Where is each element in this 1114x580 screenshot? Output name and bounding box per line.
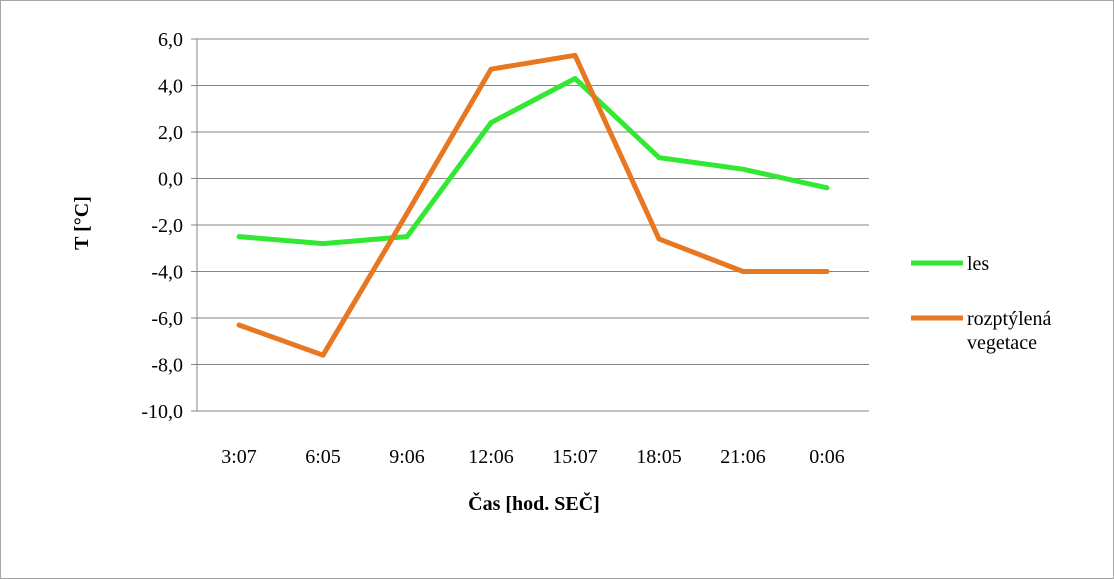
x-axis-title: Čas [hod. SEČ] [468,491,600,515]
x-tick-label: 15:07 [552,446,598,468]
gridlines [191,38,869,412]
series-lines [236,52,830,358]
x-tick-label: 18:05 [636,446,682,468]
x-tick-label: 9:06 [389,446,425,468]
x-tick-label: 6:05 [305,446,341,468]
y-tick-label: 6,0 [158,29,183,51]
legend-label: rozptýlená vegetace [967,308,1052,354]
x-tick-label: 3:07 [221,446,257,468]
y-tick-label: 2,0 [158,122,183,144]
series-line [236,76,830,247]
x-tick-label: 21:06 [720,446,766,468]
y-tick-label: 0,0 [158,169,183,191]
y-tick-label: -4,0 [151,262,183,284]
series-line [236,52,830,358]
x-tick-label: 0:06 [809,446,845,468]
legend: les rozptýlená vegetace [911,253,1052,354]
y-tick-label: -8,0 [151,355,183,377]
y-tick-label: -10,0 [141,401,183,423]
y-tick-label: -6,0 [151,308,183,330]
x-tick-label: 12:06 [468,446,514,468]
x-axis-ticks: 3:07 6:05 9:06 12:06 15:07 18:05 21:06 0:06 [221,446,845,468]
y-tick-label: 4,0 [158,76,183,98]
y-tick-label: -2,0 [151,215,183,237]
y-axis-ticks: 6,0 4,0 2,0 0,0 -2,0 -4,0 -6,0 -8,0 -10,0 [141,29,183,423]
y-axis-title: T [°C] [71,196,93,250]
legend-label: les [967,253,989,275]
